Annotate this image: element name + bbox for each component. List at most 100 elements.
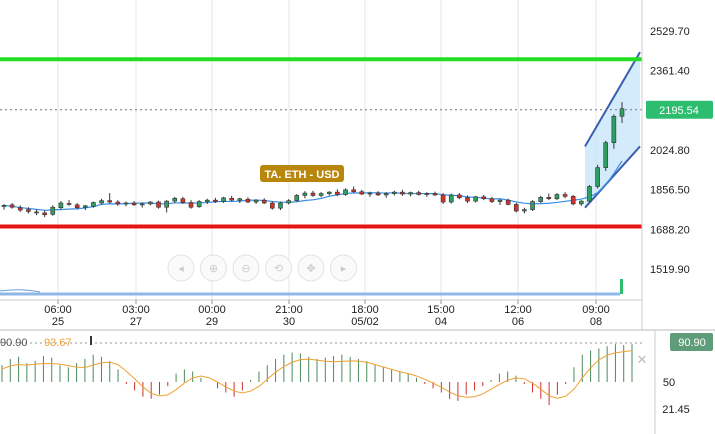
candle-body xyxy=(579,200,584,205)
candle xyxy=(440,193,446,204)
volume-bar xyxy=(620,279,623,294)
candle-body xyxy=(554,194,560,200)
horizontal-lines[interactable] xyxy=(0,57,642,229)
candle-body xyxy=(270,202,275,209)
candle xyxy=(253,199,259,204)
candle-body xyxy=(172,197,178,202)
pan-icon[interactable]: ✥ xyxy=(297,254,325,282)
candle xyxy=(278,201,283,211)
close-icon[interactable]: ✕ xyxy=(637,353,648,368)
candle xyxy=(58,201,64,210)
candle xyxy=(432,191,438,196)
current-price-badge xyxy=(646,100,713,119)
candle-body xyxy=(237,198,243,201)
channel-upper-line[interactable] xyxy=(584,51,641,147)
candle-body xyxy=(34,211,39,214)
candle-body xyxy=(139,203,145,206)
price-axis[interactable]: 2529.70 2361.40 2195.54 2024.80 1856.50 1688.… xyxy=(641,0,713,330)
candle xyxy=(505,198,511,206)
chart-navigation[interactable]: ◂ ⊕ ⊖ ⟲ ✥ ▸ xyxy=(167,254,357,282)
candle-body xyxy=(261,199,267,204)
time-tick-label: 09:00 xyxy=(582,304,610,316)
candle-body xyxy=(286,200,291,204)
indicator-badge-value: 90.90 xyxy=(678,337,706,349)
candle-body xyxy=(562,194,568,197)
channel-lower-line[interactable] xyxy=(584,145,641,209)
candle xyxy=(367,191,373,197)
candle-body xyxy=(294,195,300,201)
candle xyxy=(204,198,210,204)
candle-body xyxy=(457,194,462,199)
candle xyxy=(497,199,503,205)
candle-body xyxy=(131,202,137,206)
candle xyxy=(408,191,413,197)
candle xyxy=(302,191,308,199)
candle xyxy=(131,201,137,206)
candle-body xyxy=(530,201,535,210)
candle xyxy=(383,192,389,198)
candle-body xyxy=(180,198,186,203)
candle xyxy=(481,194,487,201)
candle-body xyxy=(465,197,470,202)
time-tick-label: 15:00 xyxy=(427,304,455,316)
scroll-left-icon[interactable]: ◂ xyxy=(167,254,195,282)
candle xyxy=(587,185,592,203)
candle xyxy=(172,196,178,203)
candle xyxy=(237,197,243,203)
candle xyxy=(603,140,609,171)
candle-body xyxy=(50,206,56,215)
indicator-marker xyxy=(90,336,92,345)
scroll-right-icon[interactable]: ▸ xyxy=(330,254,357,282)
nav-icon-circle xyxy=(200,254,227,282)
nav-icon-circle xyxy=(265,254,292,282)
indicator-pane[interactable]: 90.90 93.67 90.90 50 21.45 ✕ xyxy=(0,329,715,434)
candle xyxy=(424,192,430,197)
chart-annotation[interactable]: TA. ETH - USD xyxy=(260,165,344,182)
candle-body xyxy=(546,197,552,200)
candle-body xyxy=(310,192,316,196)
candle-body xyxy=(375,192,381,196)
zoom-in-icon[interactable]: ⊕ xyxy=(200,254,227,282)
candle xyxy=(562,192,568,199)
candle xyxy=(34,209,39,216)
time-tick-label: 18:00 xyxy=(351,304,379,316)
candle xyxy=(66,200,72,206)
zoom-reset-icon[interactable]: ⟲ xyxy=(265,254,292,282)
candle-body xyxy=(26,209,31,212)
candle-body xyxy=(513,204,519,212)
candle xyxy=(489,196,495,203)
candle-body xyxy=(318,193,324,196)
candle xyxy=(513,202,519,213)
candle-body xyxy=(115,201,121,205)
candle xyxy=(522,207,527,214)
candle xyxy=(359,189,365,195)
time-tick-label: 21:00 xyxy=(275,304,303,316)
date-tick-label: 29 xyxy=(206,316,218,328)
candle xyxy=(546,193,552,201)
candle-body xyxy=(448,194,454,203)
candle-body xyxy=(66,203,72,205)
candle xyxy=(375,191,381,196)
date-tick-label: 05/02 xyxy=(351,316,379,328)
candle-body xyxy=(473,196,478,202)
candle-body xyxy=(383,193,389,196)
price-pane[interactable]: TA. ETH - USD ◂ ⊕ ⊖ ⟲ ✥ ▸ xyxy=(0,0,642,300)
zoom-out-icon[interactable]: ⊖ xyxy=(232,254,260,282)
price-tick-label: 1856.50 xyxy=(650,185,690,197)
candle-body xyxy=(432,193,438,196)
moving-average xyxy=(3,160,623,211)
nav-icon-glyph: ✥ xyxy=(306,262,315,275)
candle-body xyxy=(9,204,15,208)
candle xyxy=(554,193,560,201)
candle-body xyxy=(245,198,251,203)
time-tick-label: 00:00 xyxy=(198,304,226,316)
candle xyxy=(1,204,7,210)
time-tick-label: 06:00 xyxy=(44,304,72,316)
nav-icon-glyph: ⊖ xyxy=(241,262,250,275)
date-tick-label: 25 xyxy=(52,316,64,328)
candle-body xyxy=(148,201,153,205)
candle xyxy=(400,189,405,196)
candle-body xyxy=(367,192,373,195)
